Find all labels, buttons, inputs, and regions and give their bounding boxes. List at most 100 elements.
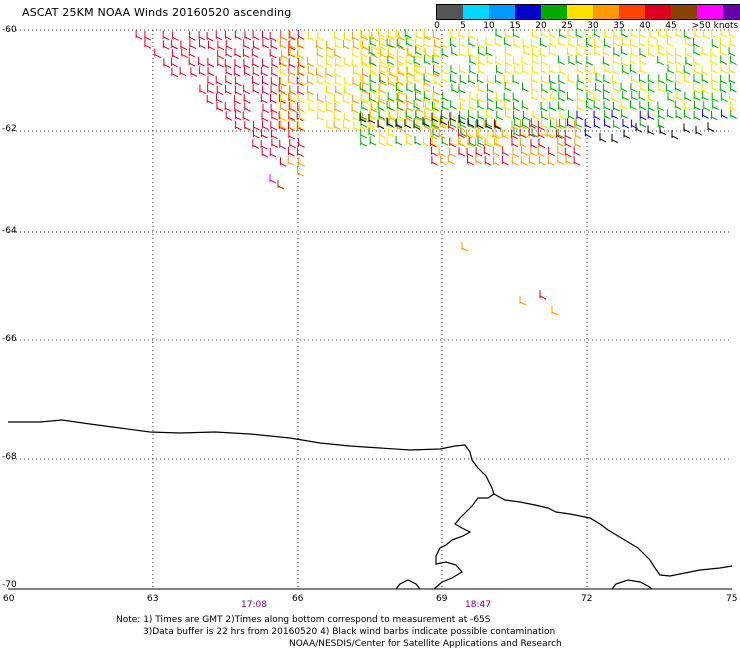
wind-barb — [398, 31, 405, 41]
wind-barb — [429, 137, 437, 148]
wind-barb — [486, 136, 494, 147]
wind-barb — [656, 38, 664, 49]
wind-barb — [208, 40, 215, 51]
wind-barb — [658, 74, 666, 84]
wind-barb — [658, 109, 665, 120]
wind-barb — [474, 120, 482, 131]
wind-barb — [577, 74, 585, 84]
wind-barb — [438, 147, 446, 157]
wind-barb — [639, 37, 646, 47]
wind-barb — [368, 114, 376, 124]
wind-barb — [432, 127, 440, 138]
legend-swatch — [463, 5, 489, 19]
wind-barb — [224, 58, 232, 69]
wind-barb — [559, 65, 567, 76]
wind-barb — [343, 112, 351, 122]
wind-barb — [594, 46, 601, 56]
wind-barb — [549, 119, 557, 129]
wind-barb — [207, 76, 215, 86]
wind-barb — [712, 100, 719, 111]
wind-barb — [225, 75, 233, 85]
wind-barb — [415, 38, 422, 48]
wind-barb — [541, 28, 548, 38]
wind-barb — [505, 56, 512, 67]
wind-barb — [449, 74, 457, 84]
wind-barb — [528, 155, 536, 166]
wind-barb — [458, 114, 466, 125]
wind-barb — [711, 92, 719, 103]
wind-barb — [434, 39, 441, 49]
wind-barb — [620, 82, 628, 93]
wind-barb — [566, 47, 574, 57]
wind-barb — [459, 47, 466, 57]
wind-barb — [546, 128, 554, 139]
wind-barb — [252, 75, 259, 86]
wind-barb — [281, 57, 289, 67]
wind-barb — [638, 91, 646, 101]
wind-barb — [316, 58, 324, 68]
wind-barb — [531, 74, 539, 84]
wind-barb — [693, 56, 701, 66]
wind-barb — [325, 57, 333, 67]
wind-barb — [520, 156, 528, 166]
wind-barb — [468, 29, 476, 40]
wind-barb — [289, 48, 297, 58]
wind-barb — [244, 30, 252, 41]
wind-barb — [458, 147, 466, 157]
wind-barb — [423, 100, 430, 110]
wind-barb — [648, 101, 655, 112]
wind-barb — [405, 109, 413, 120]
wind-barb — [521, 82, 529, 92]
wind-barb — [451, 136, 458, 147]
wind-barb — [612, 74, 619, 85]
wind-barb — [344, 31, 351, 42]
wind-barb — [459, 101, 467, 111]
wind-barb — [181, 48, 188, 58]
wind-barb — [359, 112, 367, 123]
wind-barb — [458, 83, 466, 94]
wind-barb — [675, 55, 682, 65]
wind-barb — [377, 82, 385, 93]
wind-barb — [188, 57, 196, 67]
wind-barb — [413, 120, 421, 130]
wind-barb — [559, 110, 567, 120]
wind-barb — [369, 56, 377, 66]
wind-barb — [568, 38, 575, 48]
legend-tick-label: >50 knots — [691, 21, 739, 31]
wind-barb — [431, 101, 439, 111]
wind-barb — [361, 84, 369, 94]
wind-barb — [523, 46, 531, 56]
wind-barb — [541, 110, 548, 120]
wind-barb — [270, 85, 278, 95]
wind-barb — [316, 75, 324, 85]
wind-barb — [297, 66, 305, 76]
legend-swatch — [489, 5, 515, 19]
wind-barb — [438, 129, 446, 139]
wind-barb — [730, 82, 737, 93]
wind-barb — [522, 118, 529, 129]
wind-barb — [494, 137, 502, 147]
wind-barb — [483, 146, 491, 156]
coastline-fragment — [395, 579, 421, 590]
wind-barb — [683, 123, 691, 133]
wind-barb — [593, 28, 601, 38]
wind-barb — [387, 29, 395, 39]
wind-barb — [459, 37, 466, 48]
wind-barb — [405, 94, 413, 105]
wind-barb — [648, 92, 655, 103]
wind-barb — [675, 110, 683, 120]
wind-barb — [537, 120, 545, 131]
wind-barb — [351, 58, 359, 69]
wind-barb — [434, 76, 442, 86]
wind-barb — [207, 84, 214, 94]
wind-barb — [253, 129, 260, 139]
wind-barb — [711, 82, 719, 92]
wind-barb — [278, 120, 286, 131]
wind-barb — [442, 101, 449, 111]
coastline-fragment-east — [611, 579, 653, 590]
wind-barb — [369, 37, 377, 47]
wind-barb — [217, 49, 224, 60]
wind-barb — [344, 57, 351, 68]
wind-barb — [216, 85, 224, 96]
lat-label: -62 — [2, 124, 17, 134]
